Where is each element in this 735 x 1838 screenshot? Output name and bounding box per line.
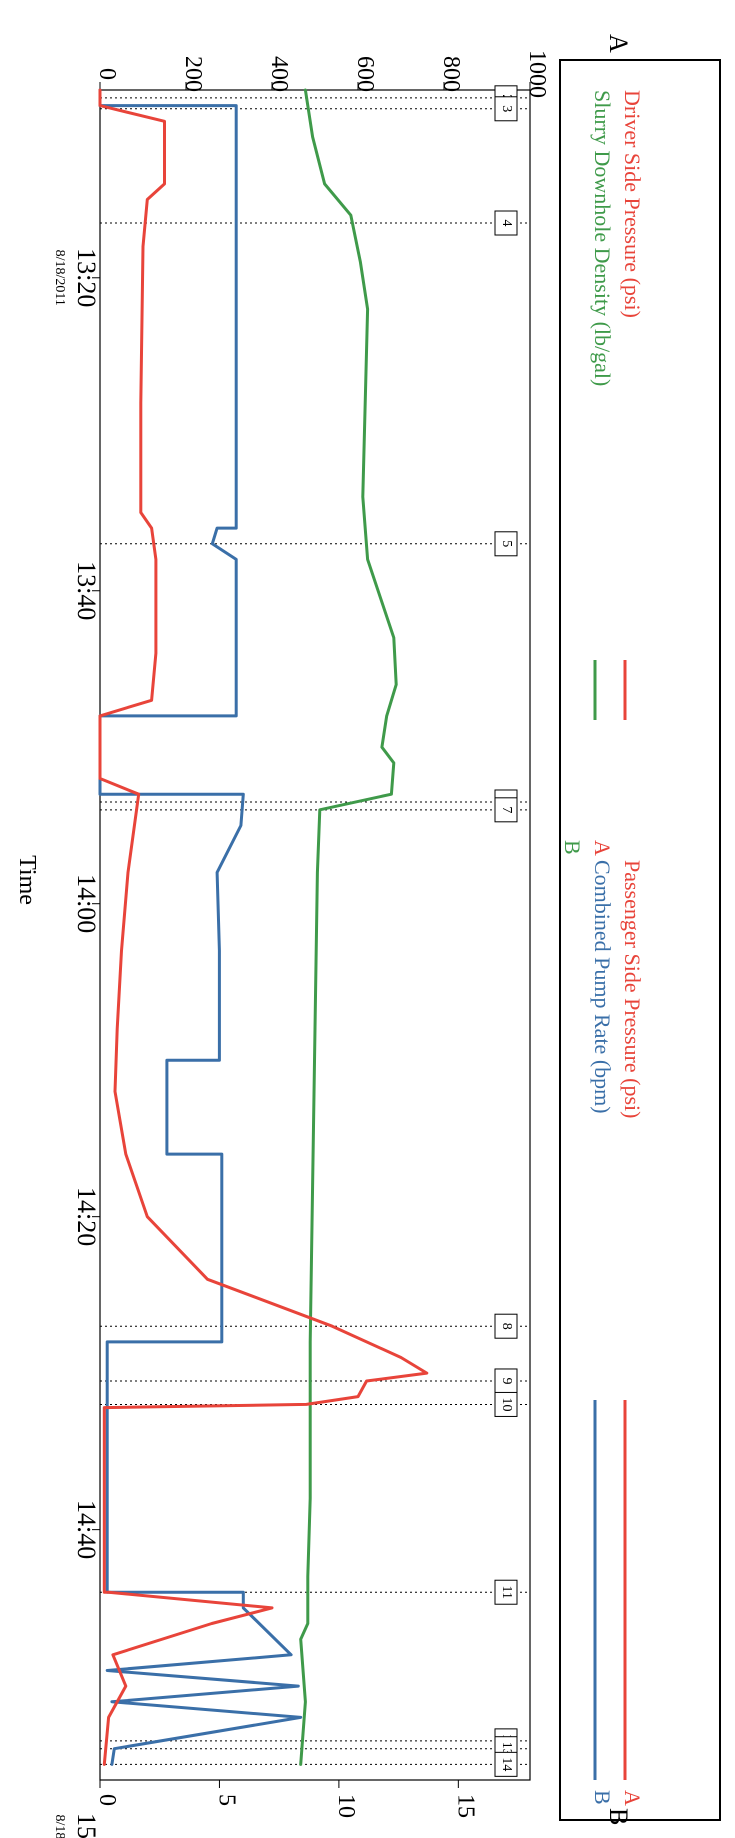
b-axis-tick-label: 10 (333, 1794, 359, 1818)
annotation-label: 5 (499, 540, 514, 547)
time-date-label: 8/18/2011 (52, 1814, 67, 1838)
time-tick-label: 14:40 (72, 1500, 101, 1559)
annotation-label: 4 (499, 220, 514, 227)
annotation-label: 10 (499, 1397, 514, 1411)
plot-frame (99, 89, 531, 1781)
legend-letter-b1: B (560, 840, 585, 855)
a-axis-tick-label: 600 (352, 56, 378, 92)
series-line (299, 88, 398, 1766)
annotation-box (494, 1391, 518, 1417)
a-axis-tick-label: 0 (94, 68, 120, 80)
annotation-label: 8 (499, 1323, 514, 1330)
time-tick-label: 13:20 (72, 248, 101, 307)
b-axis-tick-label: 15 (452, 1794, 478, 1818)
annotation-box (494, 1751, 518, 1777)
legend-driver-pressure: Driver Side Pressure (psi) (620, 90, 645, 318)
a-axis-tick-label: 1000 (524, 50, 550, 98)
legend: Driver Side Pressure (psi)Slurry Downhol… (559, 59, 721, 1821)
time-tick-label: 14:00 (72, 874, 101, 933)
time-tick-label: 14:20 (72, 1187, 101, 1246)
time-tick-label: 13:40 (72, 561, 101, 620)
legend-letter-a2: A (620, 1790, 645, 1806)
b-axis-tick-label: 0 (94, 1794, 120, 1806)
annotation-box (494, 96, 518, 122)
x-axis-label: Time (14, 855, 40, 905)
annotation-box (494, 1579, 518, 1605)
b-axis-tick-label: 5 (213, 1794, 239, 1806)
series-line (98, 88, 429, 1766)
time-tick-label: 15:00 (72, 1813, 101, 1838)
annotation-box (494, 210, 518, 236)
annotation-label: 11 (499, 1585, 514, 1598)
a-axis-tick-label: 400 (266, 56, 292, 92)
annotation-box (494, 531, 518, 557)
legend-pump-rate: Combined Pump Rate (bpm) (590, 860, 615, 1114)
annotation-box (494, 797, 518, 823)
a-axis-tick-label: 200 (180, 56, 206, 92)
annotation-label: 3 (499, 105, 514, 112)
legend-passenger-pressure: Passenger Side Pressure (psi) (620, 860, 645, 1118)
legend-letter-b2: B (590, 1790, 615, 1805)
annotation-label: 14 (499, 1757, 514, 1771)
axis-letter-a: A (604, 34, 633, 53)
annotation-label: 9 (499, 1377, 514, 1384)
legend-letter-a1: A (590, 840, 615, 856)
legend-slurry-density: Slurry Downhole Density (lb/gal) (590, 90, 615, 386)
series-line (98, 88, 303, 1766)
a-axis-tick-label: 800 (438, 56, 464, 92)
annotation-label: 7 (499, 806, 514, 813)
axis-letter-b: B (604, 1808, 633, 1825)
annotation-box (494, 1313, 518, 1339)
legend-box (559, 59, 721, 1821)
time-date-label: 8/18/2011 (52, 250, 67, 306)
